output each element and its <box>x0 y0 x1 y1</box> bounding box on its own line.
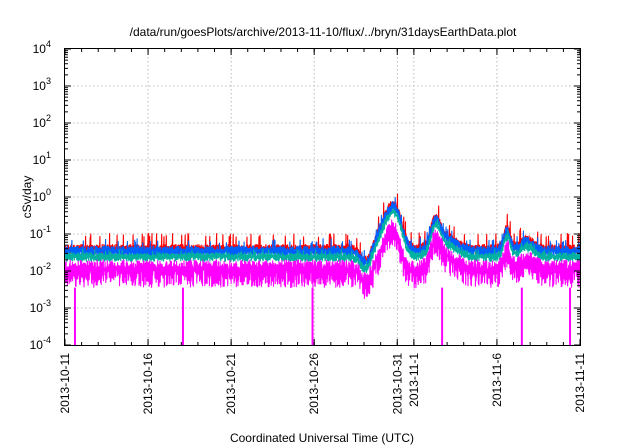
y-tick-label: 101 <box>33 150 51 167</box>
series-line <box>64 208 581 274</box>
axis-ticks <box>64 48 581 346</box>
x-tick-label: 2013-11-11 <box>573 353 587 413</box>
x-tick-label: 2013-11-6 <box>490 353 504 407</box>
x-tick-label-group: 2013-11-1 <box>407 353 421 407</box>
x-tick-label-group: 2013-11-6 <box>490 353 504 407</box>
y-tick-label: 102 <box>33 113 51 130</box>
x-tick-label-group: 2013-10-26 <box>307 353 321 415</box>
x-tick-label-group: 2013-10-11 <box>58 353 72 414</box>
y-tick-labels: 10-4 10-3 10-2 10-1 100 101 102 103 104 <box>30 39 51 352</box>
y-tick-label: 103 <box>33 76 51 93</box>
y-tick-label: 104 <box>33 39 51 56</box>
y-tick-label: 10-4 <box>30 335 51 352</box>
plot-frame <box>64 48 581 346</box>
x-tick-label-group: 2013-10-16 <box>141 353 155 415</box>
x-tick-label-group: 2013-11-11 <box>573 353 587 413</box>
y-tick-label: 10-2 <box>30 261 51 278</box>
x-axis-title: Coordinated Universal Time (UTC) <box>230 431 414 445</box>
y-tick-label: 10-1 <box>30 224 51 241</box>
y-axis-title: cSv/day <box>20 176 34 219</box>
series-line <box>64 219 581 299</box>
x-tick-label-group: 2013-10-31 <box>390 353 404 415</box>
y-tick-label: 100 <box>33 187 51 204</box>
data-series <box>64 193 581 345</box>
x-tick-labels: 2013-10-11 2013-10-16 2013-10-21 2013-10-26… <box>58 353 587 415</box>
x-tick-label: 2013-10-16 <box>141 353 155 415</box>
y-tick-label: 10-3 <box>30 298 51 315</box>
x-tick-label-group: 2013-10-21 <box>224 353 238 415</box>
x-tick-label: 2013-10-31 <box>390 353 404 415</box>
x-tick-label: 2013-11-1 <box>407 353 421 407</box>
x-tick-label: 2013-10-11 <box>58 353 72 414</box>
x-tick-label: 2013-10-21 <box>224 353 238 415</box>
x-tick-label: 2013-10-26 <box>307 353 321 415</box>
grid-lines <box>65 49 580 345</box>
chart-title: /data/run/goesPlots/archive/2013-11-10/f… <box>130 25 517 39</box>
